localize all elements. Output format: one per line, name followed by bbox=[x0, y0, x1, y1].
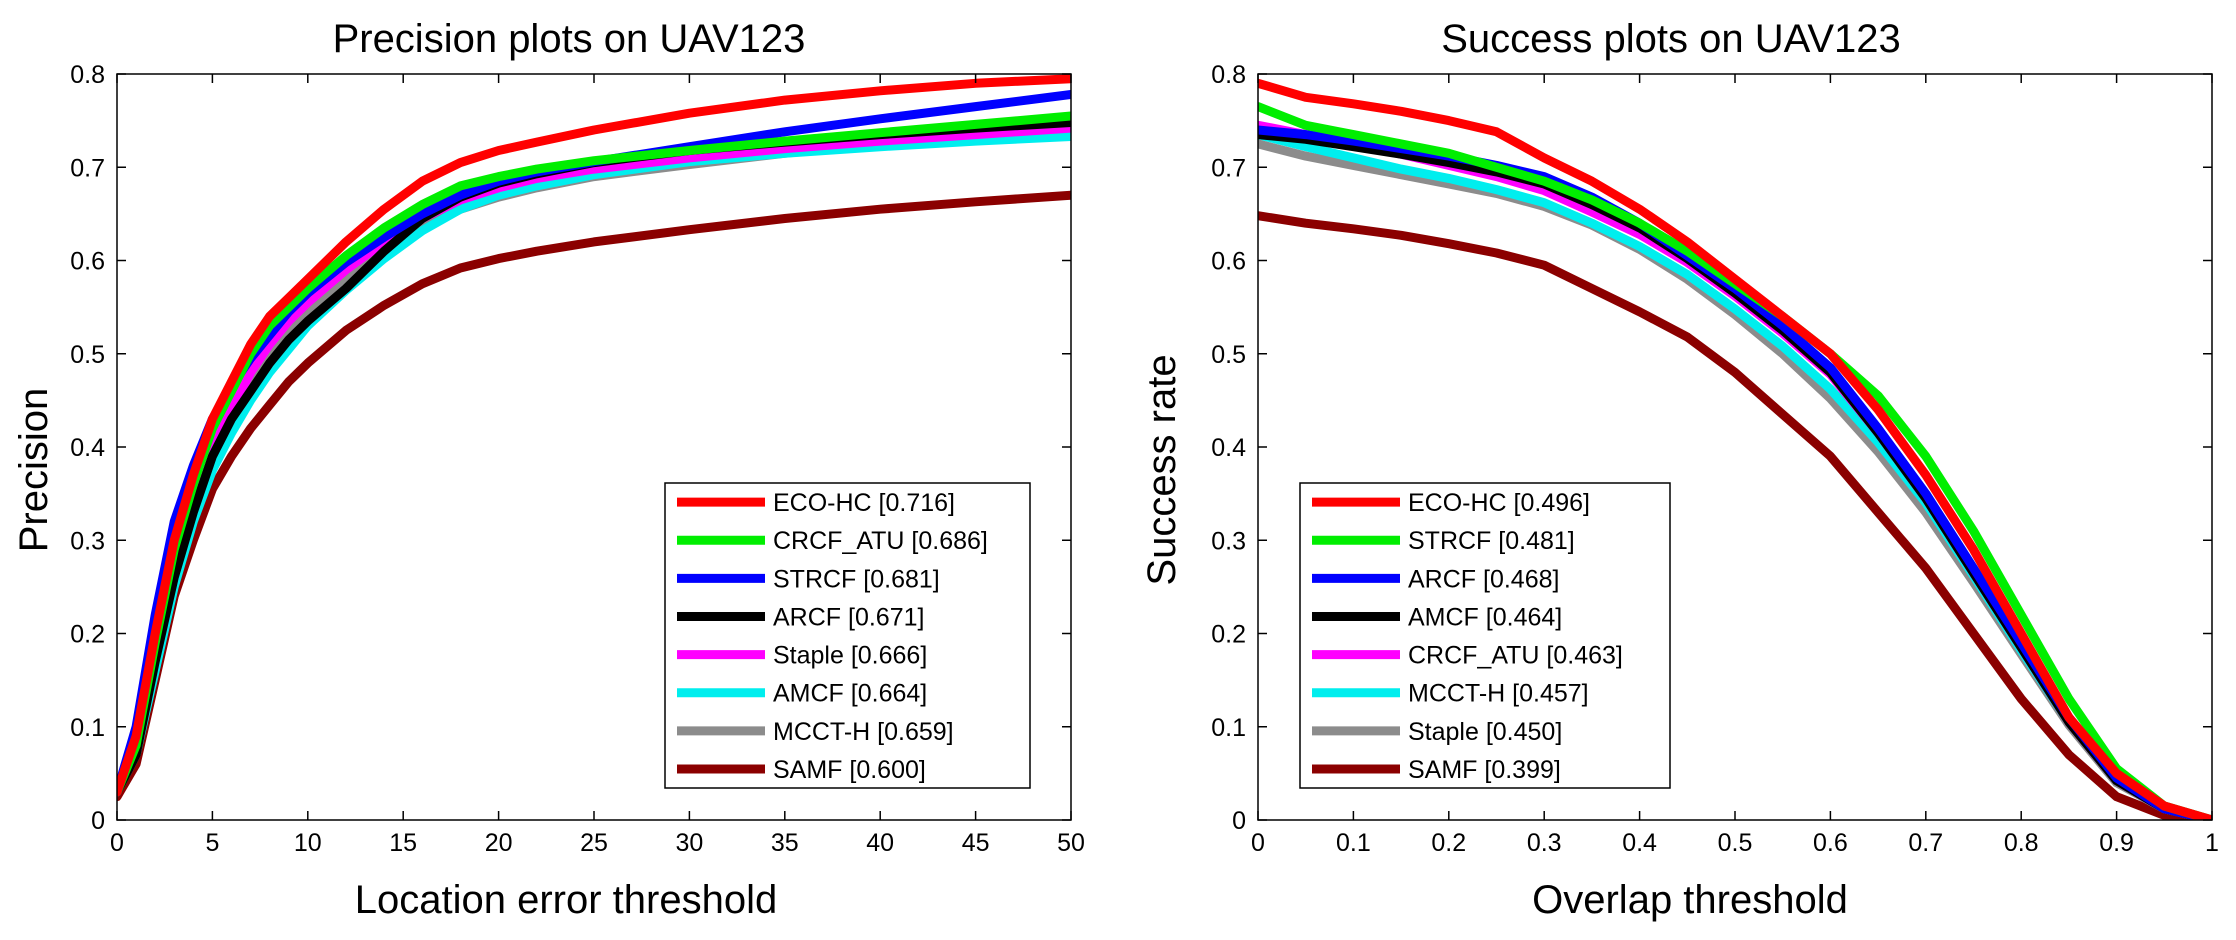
success-y-tick-label: 0 bbox=[1232, 807, 1246, 835]
success-y-tick-label: 0.6 bbox=[1211, 248, 1246, 276]
precision-legend-label-staple: Staple [0.666] bbox=[773, 642, 927, 670]
precision-x-tick-label: 35 bbox=[771, 829, 799, 857]
success-legend-label-eco-hc: ECO-HC [0.496] bbox=[1408, 489, 1590, 517]
precision-legend-label-amcf: AMCF [0.664] bbox=[773, 680, 927, 708]
success-series-lines bbox=[1258, 78, 2212, 820]
precision-x-tick-label: 40 bbox=[866, 829, 894, 857]
precision-chart: Precision plots on UAV123 Location error… bbox=[12, 17, 1085, 922]
success-x-tick-label: 0.7 bbox=[1908, 829, 1943, 857]
success-y-tick-label: 0.1 bbox=[1211, 714, 1246, 742]
success-plot-area: 0 0.1 0.2 0.3 0.4 0.5 0.6 0.7 0.8 0.9 1 0 0.1 0.2 0.3 0… bbox=[1211, 61, 2219, 857]
success-legend-box bbox=[1299, 482, 1671, 789]
precision-x-tick-label: 30 bbox=[675, 829, 703, 857]
success-legend-label-samf: SAMF [0.399] bbox=[1408, 756, 1561, 784]
success-x-tick-label: 0.2 bbox=[1431, 829, 1466, 857]
success-x-tick-label: 0.6 bbox=[1813, 829, 1848, 857]
precision-legend-label-crcf-atu: CRCF_ATU [0.686] bbox=[773, 527, 988, 555]
success-legend-label-crcf-atu: CRCF_ATU [0.463] bbox=[1408, 642, 1623, 670]
precision-series-lines bbox=[117, 74, 1071, 802]
precision-y-tick-label: 0.8 bbox=[70, 61, 105, 89]
success-y-axis-label: Success rate bbox=[1140, 354, 1184, 585]
precision-legend-label-strcf: STRCF [0.681] bbox=[773, 565, 940, 593]
precision-series-line-eco-hc bbox=[117, 74, 1071, 797]
precision-y-tick-label: 0.2 bbox=[70, 621, 105, 649]
success-x-tick-label: 0.9 bbox=[2099, 829, 2134, 857]
success-y-tick-label: 0.3 bbox=[1211, 527, 1246, 555]
precision-x-tick-label: 50 bbox=[1057, 829, 1085, 857]
success-chart: Success plots on UAV123 Overlap threshol… bbox=[1140, 17, 2219, 922]
success-legend-label-staple: Staple [0.450] bbox=[1408, 718, 1562, 746]
precision-x-tick-label: 5 bbox=[205, 829, 219, 857]
precision-x-tick-label: 25 bbox=[580, 829, 608, 857]
success-x-tick-label: 0.4 bbox=[1622, 829, 1657, 857]
success-x-axis-label: Overlap threshold bbox=[1532, 878, 1848, 922]
precision-y-tick-label: 0.4 bbox=[70, 434, 105, 462]
precision-x-tick-label: 45 bbox=[962, 829, 990, 857]
precision-plot-area: 0 5 10 15 20 25 30 35 40 45 50 0 0.1 0.2 0.3 0.4 0.5 0.6 0… bbox=[70, 61, 1085, 857]
success-legend-label-amcf: AMCF [0.464] bbox=[1408, 603, 1562, 631]
success-series-line-eco-hc bbox=[1258, 78, 2212, 820]
precision-y-tick-label: 0.5 bbox=[70, 341, 105, 369]
precision-legend-label-arcf: ARCF [0.671] bbox=[773, 603, 924, 631]
success-chart-title: Success plots on UAV123 bbox=[1441, 17, 1901, 61]
precision-x-tick-label: 20 bbox=[485, 829, 513, 857]
precision-legend-label-eco-hc: ECO-HC [0.716] bbox=[773, 489, 955, 517]
precision-x-tick-label: 0 bbox=[110, 829, 124, 857]
success-y-tick-label: 0.4 bbox=[1211, 434, 1246, 462]
precision-y-axis-label: Precision bbox=[12, 388, 56, 553]
success-x-tick-label: 1 bbox=[2205, 829, 2219, 857]
precision-legend-label-mcct-h: MCCT-H [0.659] bbox=[773, 718, 954, 746]
success-legend-label-arcf: ARCF [0.468] bbox=[1408, 565, 1559, 593]
precision-legend-label-samf: SAMF [0.600] bbox=[773, 756, 926, 784]
precision-y-tick-label: 0.6 bbox=[70, 248, 105, 276]
precision-y-tick-label: 0.3 bbox=[70, 527, 105, 555]
success-legend: ECO-HC [0.496] STRCF [0.481] ARCF [0.468] A… bbox=[1299, 482, 1671, 789]
success-x-tick-label: 0.1 bbox=[1336, 829, 1371, 857]
precision-legend-box bbox=[664, 482, 1031, 789]
success-x-tick-label: 0.8 bbox=[2004, 829, 2039, 857]
success-y-tick-label: 0.7 bbox=[1211, 154, 1246, 182]
success-x-tick-label: 0.5 bbox=[1718, 829, 1753, 857]
precision-x-axis-label: Location error threshold bbox=[355, 878, 777, 922]
success-y-tick-label: 0.8 bbox=[1211, 61, 1246, 89]
success-x-tick-label: 0 bbox=[1251, 829, 1265, 857]
success-x-tick-label: 0.3 bbox=[1527, 829, 1562, 857]
precision-legend: ECO-HC [0.716] CRCF_ATU [0.686] STRCF [0.6… bbox=[664, 482, 1031, 789]
success-y-tick-label: 0.5 bbox=[1211, 341, 1246, 369]
precision-x-tick-label: 10 bbox=[294, 829, 322, 857]
precision-y-tick-label: 0.7 bbox=[70, 154, 105, 182]
success-series-line-samf bbox=[1258, 211, 2212, 820]
precision-y-tick-label: 0 bbox=[91, 807, 105, 835]
success-legend-label-mcct-h: MCCT-H [0.457] bbox=[1408, 680, 1589, 708]
precision-chart-title: Precision plots on UAV123 bbox=[333, 17, 806, 61]
precision-y-tick-label: 0.1 bbox=[70, 714, 105, 742]
precision-x-tick-label: 15 bbox=[389, 829, 417, 857]
success-y-tick-label: 0.2 bbox=[1211, 621, 1246, 649]
success-legend-label-strcf: STRCF [0.481] bbox=[1408, 527, 1575, 555]
